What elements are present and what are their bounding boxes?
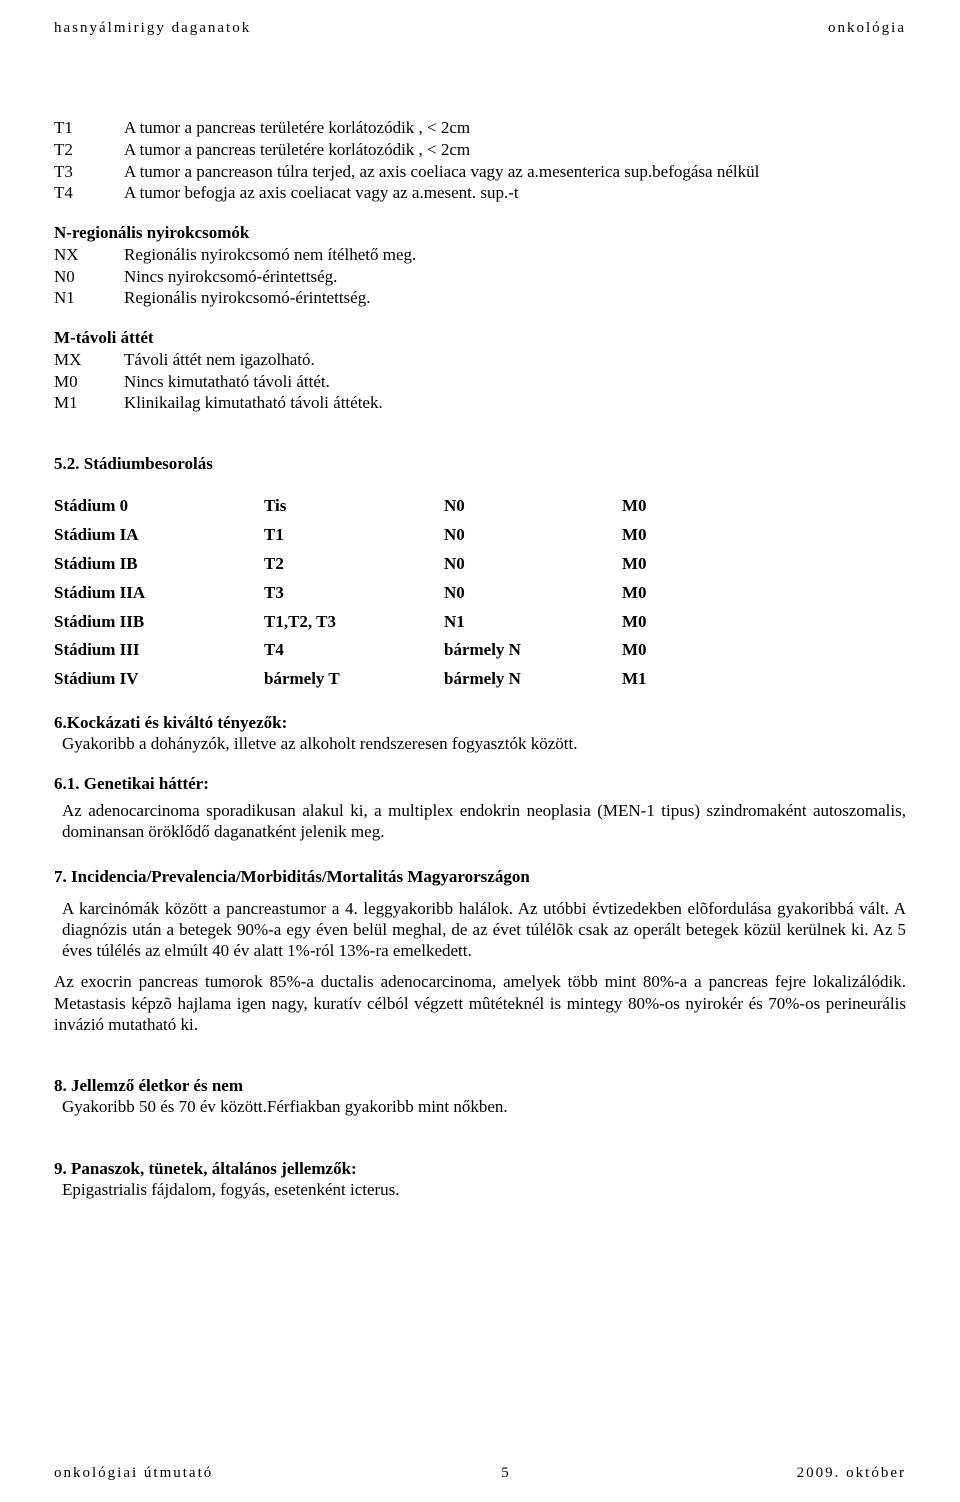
header-left: hasnyálmirigy daganatok bbox=[54, 20, 251, 37]
cell: Stádium 0 bbox=[54, 492, 264, 521]
def-row: M0 Nincs kimutatható távoli áttét. bbox=[54, 371, 906, 393]
table-row: Stádium IAT1N0M0 bbox=[54, 521, 906, 550]
def-code: N1 bbox=[54, 287, 124, 309]
def-row: N1 Regionális nyirokcsomó-érintettség. bbox=[54, 287, 906, 309]
cell: bármely T bbox=[264, 665, 444, 694]
cell: T1 bbox=[264, 521, 444, 550]
staging-title: 5.2. Stádiumbesorolás bbox=[54, 454, 906, 474]
section-6-title: 6.Kockázati és kiváltó tényezők: bbox=[54, 713, 287, 732]
def-row: MX Távoli áttét nem igazolható. bbox=[54, 349, 906, 371]
section-6-1: 6.1. Genetikai háttér: bbox=[54, 773, 906, 794]
n-title: N-regionális nyirokcsomók bbox=[54, 222, 906, 244]
cell: bármely N bbox=[444, 636, 622, 665]
cell: N0 bbox=[444, 579, 622, 608]
def-text: Nincs nyirokcsomó-érintettség. bbox=[124, 266, 906, 288]
def-row: NX Regionális nyirokcsomó nem ítélhető m… bbox=[54, 244, 906, 266]
cell: M0 bbox=[622, 636, 722, 665]
staging-table: Stádium 0TisN0M0 Stádium IAT1N0M0 Stádiu… bbox=[54, 492, 906, 694]
def-text: A tumor befogja az axis coeliacat vagy a… bbox=[124, 182, 906, 204]
cell: N0 bbox=[444, 492, 622, 521]
m-title: M-távoli áttét bbox=[54, 327, 906, 349]
def-text: Klinikailag kimutatható távoli áttétek. bbox=[124, 392, 906, 414]
section-6-1-title: 6.1. Genetikai háttér: bbox=[54, 774, 209, 793]
footer-left: onkológiai útmutató bbox=[54, 1465, 213, 1482]
def-row: N0 Nincs nyirokcsomó-érintettség. bbox=[54, 266, 906, 288]
table-row: Stádium 0TisN0M0 bbox=[54, 492, 906, 521]
section-9-title: 9. Panaszok, tünetek, általános jellemző… bbox=[54, 1159, 357, 1178]
page-footer: onkológiai útmutató 5 2009. október bbox=[54, 1465, 906, 1482]
cell: T3 bbox=[264, 579, 444, 608]
def-row: T4 A tumor befogja az axis coeliacat vag… bbox=[54, 182, 906, 204]
cell: M0 bbox=[622, 550, 722, 579]
section-7-p1: A karcinómák között a pancreastumor a 4.… bbox=[62, 898, 906, 962]
footer-page-number: 5 bbox=[501, 1465, 509, 1482]
def-code: T3 bbox=[54, 161, 124, 183]
def-row: T2 A tumor a pancreas területére korláto… bbox=[54, 139, 906, 161]
def-code: T1 bbox=[54, 117, 124, 139]
def-row: T3 A tumor a pancreason túlra terjed, az… bbox=[54, 161, 906, 183]
def-text: Nincs kimutatható távoli áttét. bbox=[124, 371, 906, 393]
cell: T4 bbox=[264, 636, 444, 665]
cell: Stádium IA bbox=[54, 521, 264, 550]
def-text: Regionális nyirokcsomó nem ítélhető meg. bbox=[124, 244, 906, 266]
def-code: M0 bbox=[54, 371, 124, 393]
footer-right: 2009. október bbox=[797, 1465, 906, 1482]
section-7-title: 7. Incidencia/Prevalencia/Morbiditás/Mor… bbox=[54, 866, 906, 887]
header-right: onkológia bbox=[828, 20, 906, 37]
section-6-body: Gyakoribb a dohányzók, illetve az alkoho… bbox=[62, 734, 578, 753]
section-8-title: 8. Jellemző életkor és nem bbox=[54, 1076, 243, 1095]
def-code: T2 bbox=[54, 139, 124, 161]
cell: Stádium III bbox=[54, 636, 264, 665]
cell: N0 bbox=[444, 550, 622, 579]
table-row: Stádium IIAT3N0M0 bbox=[54, 579, 906, 608]
section-8: 8. Jellemző életkor és nem Gyakoribb 50 … bbox=[54, 1075, 906, 1118]
def-code: MX bbox=[54, 349, 124, 371]
table-row: Stádium IVbármely Tbármely NM1 bbox=[54, 665, 906, 694]
n-definitions: N-regionális nyirokcsomók NX Regionális … bbox=[54, 222, 906, 309]
table-row: Stádium IIIT4bármely NM0 bbox=[54, 636, 906, 665]
cell: N0 bbox=[444, 521, 622, 550]
cell: Stádium IIB bbox=[54, 608, 264, 637]
section-6: 6.Kockázati és kiváltó tényezők: Gyakori… bbox=[54, 712, 906, 755]
cell: M0 bbox=[622, 579, 722, 608]
def-row: M1 Klinikailag kimutatható távoli áttéte… bbox=[54, 392, 906, 414]
cell: N1 bbox=[444, 608, 622, 637]
def-code: T4 bbox=[54, 182, 124, 204]
cell: Stádium IV bbox=[54, 665, 264, 694]
cell: M0 bbox=[622, 521, 722, 550]
def-code: M1 bbox=[54, 392, 124, 414]
table-row: Stádium IBT2N0M0 bbox=[54, 550, 906, 579]
def-text: A tumor a pancreas területére korlátozód… bbox=[124, 139, 906, 161]
def-row: T1 A tumor a pancreas területére korláto… bbox=[54, 117, 906, 139]
cell: T2 bbox=[264, 550, 444, 579]
cell: Stádium IB bbox=[54, 550, 264, 579]
section-8-body: Gyakoribb 50 és 70 év között.Férfiakban … bbox=[62, 1097, 508, 1116]
cell: Tis bbox=[264, 492, 444, 521]
m-definitions: M-távoli áttét MX Távoli áttét nem igazo… bbox=[54, 327, 906, 414]
cell: M0 bbox=[622, 492, 722, 521]
page-header: hasnyálmirigy daganatok onkológia bbox=[54, 20, 906, 37]
section-9: 9. Panaszok, tünetek, általános jellemző… bbox=[54, 1158, 906, 1201]
cell: M1 bbox=[622, 665, 722, 694]
cell: bármely N bbox=[444, 665, 622, 694]
def-code: NX bbox=[54, 244, 124, 266]
def-text: A tumor a pancreas területére korlátozód… bbox=[124, 117, 906, 139]
def-text: A tumor a pancreason túlra terjed, az ax… bbox=[124, 161, 906, 183]
section-9-body: Epigastrialis fájdalom, fogyás, esetenké… bbox=[62, 1180, 400, 1199]
section-6-1-body: Az adenocarcinoma sporadikusan alakul ki… bbox=[62, 800, 906, 843]
def-code: N0 bbox=[54, 266, 124, 288]
def-text: Regionális nyirokcsomó-érintettség. bbox=[124, 287, 906, 309]
cell: T1,T2, T3 bbox=[264, 608, 444, 637]
cell: Stádium IIA bbox=[54, 579, 264, 608]
section-7-p2: Az exocrin pancreas tumorok 85%-a ductal… bbox=[54, 971, 906, 1035]
heading: 7. Incidencia/Prevalencia/Morbiditás/Mor… bbox=[54, 867, 530, 886]
def-text: Távoli áttét nem igazolható. bbox=[124, 349, 906, 371]
table-row: Stádium IIBT1,T2, T3N1M0 bbox=[54, 608, 906, 637]
page: hasnyálmirigy daganatok onkológia T1 A t… bbox=[0, 0, 960, 1502]
cell: M0 bbox=[622, 608, 722, 637]
t-definitions: T1 A tumor a pancreas területére korláto… bbox=[54, 117, 906, 204]
